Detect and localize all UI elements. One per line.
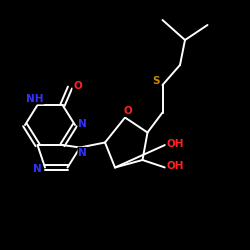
Text: N: N: [78, 148, 87, 158]
Text: N: N: [33, 164, 42, 174]
Text: S: S: [152, 76, 160, 86]
Text: OH: OH: [166, 139, 184, 149]
Text: N: N: [78, 119, 87, 129]
Text: O: O: [123, 106, 132, 116]
Text: O: O: [73, 81, 82, 91]
Text: NH: NH: [26, 94, 44, 104]
Text: OH: OH: [166, 161, 184, 171]
